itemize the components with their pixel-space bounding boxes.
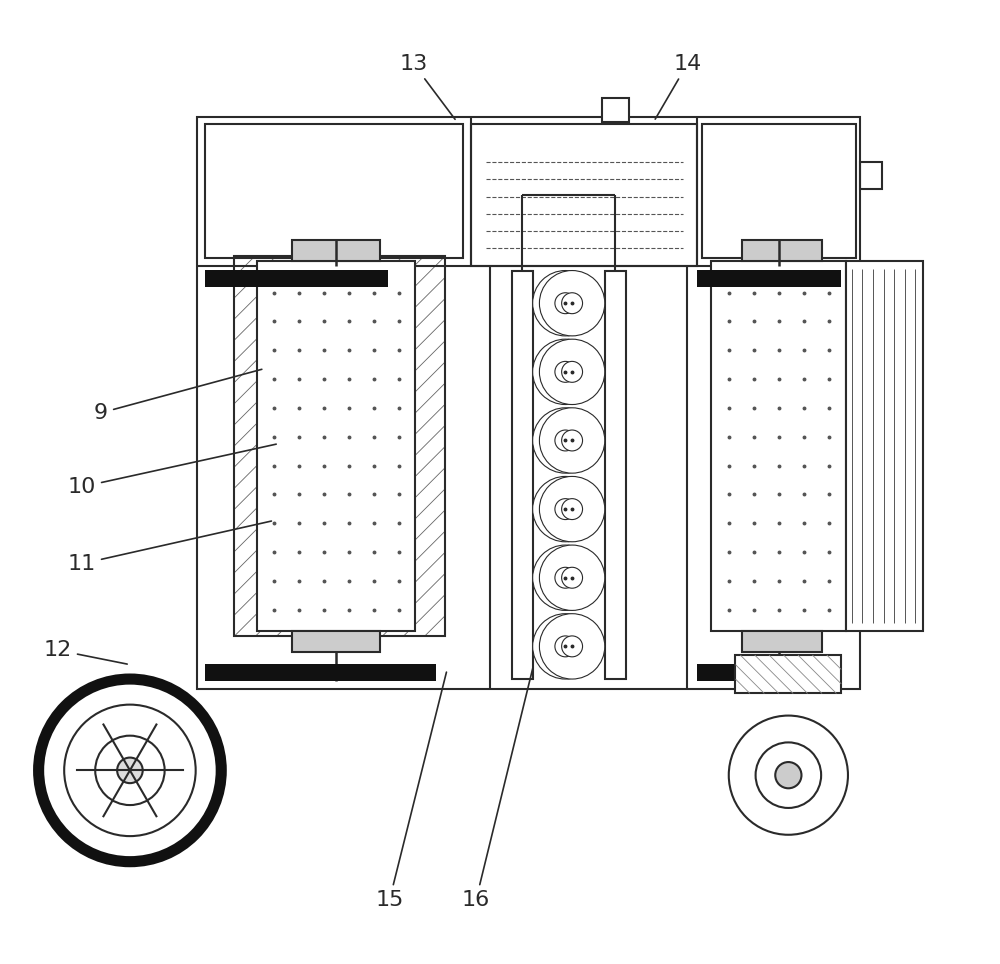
Circle shape [539, 614, 605, 679]
Circle shape [562, 498, 583, 520]
Circle shape [95, 736, 165, 805]
Circle shape [562, 362, 583, 383]
Text: 9: 9 [94, 369, 262, 423]
Bar [292, 240, 380, 261]
Circle shape [555, 567, 576, 588]
Circle shape [64, 705, 196, 836]
Circle shape [562, 567, 583, 588]
Bar [197, 117, 860, 688]
Circle shape [539, 408, 605, 473]
Text: 16: 16 [462, 667, 533, 910]
Circle shape [533, 408, 598, 473]
Bar [205, 270, 388, 287]
Circle shape [555, 430, 576, 451]
Bar [702, 124, 856, 258]
Bar [697, 270, 841, 287]
Text: 13: 13 [399, 54, 455, 120]
Text: 15: 15 [375, 672, 446, 910]
Circle shape [555, 636, 576, 656]
Circle shape [533, 339, 598, 405]
Circle shape [562, 636, 583, 656]
Bar [605, 271, 626, 679]
Circle shape [533, 614, 598, 679]
Bar [234, 256, 445, 636]
Circle shape [539, 545, 605, 610]
Bar [735, 655, 841, 693]
Circle shape [533, 476, 598, 542]
Circle shape [539, 271, 605, 335]
Circle shape [756, 742, 821, 808]
Bar [742, 631, 822, 652]
Bar [471, 124, 697, 266]
Bar [205, 124, 463, 258]
Circle shape [533, 545, 598, 610]
Circle shape [555, 362, 576, 383]
Text: 10: 10 [68, 444, 276, 496]
Circle shape [539, 339, 605, 405]
Circle shape [775, 763, 801, 789]
Circle shape [117, 758, 143, 783]
Circle shape [539, 476, 605, 542]
Bar [602, 97, 629, 121]
Bar [697, 663, 841, 681]
Bar [205, 663, 436, 681]
Bar [512, 271, 533, 679]
Bar [257, 261, 415, 631]
Circle shape [562, 430, 583, 451]
Bar [846, 261, 923, 631]
Circle shape [533, 271, 598, 335]
Circle shape [729, 715, 848, 835]
Circle shape [555, 293, 576, 313]
Bar [711, 261, 846, 631]
Bar [860, 162, 882, 189]
Text: 11: 11 [68, 522, 271, 574]
Circle shape [562, 293, 583, 313]
Text: 12: 12 [44, 640, 127, 664]
Circle shape [555, 498, 576, 520]
Bar [742, 240, 822, 261]
Bar [292, 631, 380, 652]
Text: 14: 14 [655, 54, 702, 120]
Circle shape [39, 679, 221, 862]
